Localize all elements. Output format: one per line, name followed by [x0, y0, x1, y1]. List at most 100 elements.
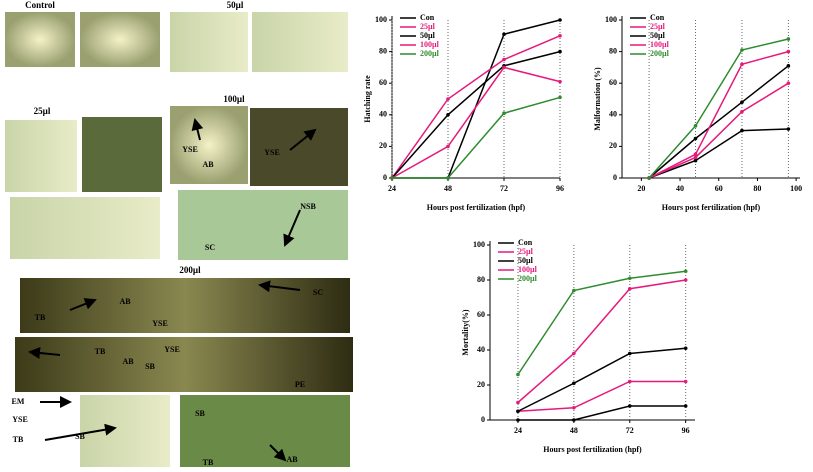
legend-label: 100µl [650, 40, 670, 49]
legend-label: Con [518, 238, 533, 247]
image [170, 12, 248, 72]
y-tick-label: 100 [605, 15, 617, 24]
point [502, 111, 506, 116]
point [693, 152, 698, 157]
point [390, 176, 394, 180]
point [516, 418, 520, 422]
image [80, 12, 160, 67]
y-tick-label: 60 [477, 310, 485, 319]
image [252, 12, 348, 72]
annotation: YSE [152, 319, 168, 328]
series-line [517, 279, 686, 404]
point [683, 404, 688, 408]
x-tick-label: 48 [570, 426, 578, 435]
x-axis-label: Hours post fertilization (hpf) [543, 445, 642, 454]
y-tick-label: 100 [473, 240, 485, 249]
y-tick-label: 20 [477, 380, 485, 389]
legend-label: 100µl [420, 40, 440, 49]
point [683, 346, 688, 351]
heading: 100µl [223, 94, 245, 104]
series-line [391, 50, 561, 179]
annotation: AB [286, 455, 298, 464]
y-tick-label: 80 [609, 46, 617, 55]
annotation: TB [203, 458, 214, 467]
series-line [517, 347, 686, 412]
point [740, 128, 744, 133]
heading: 25µl [34, 106, 51, 116]
x-tick-label: 96 [682, 426, 690, 435]
y-tick-label: 0 [613, 173, 617, 182]
image [82, 117, 162, 192]
series-line [517, 405, 686, 421]
image [180, 395, 350, 467]
point [786, 81, 791, 85]
point [627, 404, 632, 408]
point [572, 418, 576, 422]
annotation: YSE [164, 345, 180, 354]
point [740, 109, 744, 114]
legend-label: 50µl [650, 31, 666, 40]
series-line [517, 380, 686, 412]
x-tick-label: 40 [676, 184, 684, 193]
point [516, 409, 520, 414]
legend-label: 25µl [518, 247, 534, 256]
annotation: AB [119, 297, 131, 306]
y-tick-label: 40 [477, 345, 485, 354]
image [178, 190, 348, 260]
y-tick-label: 80 [379, 46, 387, 55]
point [502, 32, 506, 37]
point [627, 351, 632, 356]
point [572, 381, 576, 386]
point [627, 379, 632, 384]
point [627, 276, 632, 281]
annotation: NSB [300, 202, 316, 211]
point [516, 400, 520, 405]
annotation: YSE [264, 148, 280, 157]
x-tick-label: 100 [790, 184, 802, 193]
x-tick-label: 24 [514, 426, 522, 435]
point [683, 379, 688, 384]
annotation: EM [12, 397, 25, 406]
series-line [648, 50, 789, 179]
legend-label: 200µl [650, 49, 670, 58]
point [558, 79, 562, 84]
point [502, 57, 506, 62]
point [693, 124, 698, 128]
annotation: TB [13, 435, 24, 444]
point [516, 372, 520, 377]
point [446, 97, 450, 101]
annotation: SB [145, 362, 155, 371]
legend-label: 100µl [518, 265, 538, 274]
image [15, 337, 353, 392]
legend-label: Con [420, 13, 435, 22]
point [627, 286, 632, 291]
x-tick-label: 72 [626, 426, 634, 435]
series-line [648, 82, 789, 179]
y-tick-label: 60 [609, 78, 617, 87]
annotation: AB [202, 160, 214, 169]
y-tick-label: 40 [379, 110, 387, 119]
heading: Control [25, 0, 55, 10]
series-line [391, 66, 561, 179]
series-line [391, 35, 561, 179]
legend-label: 50µl [420, 31, 436, 40]
legend-label: 25µl [650, 22, 666, 31]
annotation: YSE [12, 415, 28, 424]
point [502, 65, 506, 70]
y-axis-label: Malformation (%) [593, 67, 602, 131]
point [683, 278, 688, 282]
micrographs [5, 12, 353, 467]
y-tick-label: 0 [383, 173, 387, 182]
x-axis-label: Hours post fertilization (hpf) [662, 203, 761, 212]
image [20, 278, 350, 333]
point [683, 269, 688, 274]
y-tick-label: 20 [609, 141, 617, 150]
point [558, 49, 562, 54]
x-tick-label: 72 [500, 184, 508, 193]
point [693, 158, 698, 163]
legend-label: 50µl [518, 256, 534, 265]
annotation: TB [95, 347, 106, 356]
point [786, 127, 791, 131]
point [572, 405, 576, 410]
